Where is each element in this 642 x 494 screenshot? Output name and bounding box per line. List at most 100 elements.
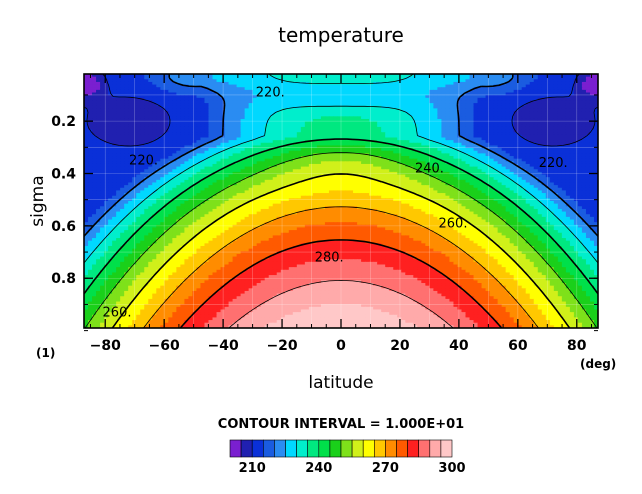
shading-cell: [188, 89, 194, 94]
shading-cell: [433, 81, 438, 86]
shading-cell: [401, 163, 406, 168]
shading-cell: [204, 84, 210, 88]
shading-cell: [300, 166, 306, 170]
shading-cell: [136, 171, 141, 176]
shading-cell: [425, 100, 430, 104]
shading-cell: [164, 105, 169, 109]
shading-cell: [453, 103, 459, 107]
shading-cell: [389, 113, 394, 117]
shading-cell: [361, 105, 366, 109]
shading-cell: [541, 100, 547, 104]
shading-cell: [156, 74, 161, 78]
shading-cell: [148, 87, 153, 91]
shading-cell: [465, 163, 471, 168]
shading-cell: [393, 113, 398, 117]
shading-cell: [345, 105, 350, 109]
shading-cell: [156, 145, 161, 149]
shading-cell: [116, 148, 121, 152]
shading-cell: [349, 156, 354, 160]
shading-cell: [144, 111, 149, 115]
shading-cell: [328, 111, 334, 115]
shading-cell: [272, 145, 278, 149]
shading-cell: [160, 118, 165, 123]
shading-cell: [533, 111, 539, 115]
shading-cell: [240, 129, 246, 133]
shading-cell: [180, 100, 185, 104]
shading-cell: [276, 76, 282, 80]
shading-cell: [308, 121, 314, 125]
shading-cell: [373, 156, 378, 160]
shading-cell: [577, 156, 583, 160]
shading-cell: [417, 156, 422, 160]
shading-cell: [573, 118, 579, 123]
shading-cell: [296, 74, 302, 78]
shading-cell: [513, 108, 519, 112]
shading-cell: [192, 116, 198, 120]
shading-cell: [341, 97, 346, 102]
shading-cell: [477, 108, 483, 112]
shading-cell: [581, 87, 587, 91]
shading-cell: [341, 76, 346, 80]
shading-cell: [216, 161, 222, 165]
shading-cell: [272, 87, 278, 91]
shading-cell: [260, 156, 266, 160]
shading-cell: [549, 116, 555, 120]
shading-cell: [172, 156, 177, 160]
shading-cell: [332, 105, 338, 109]
shading-cell: [292, 95, 298, 99]
shading-cell: [260, 142, 266, 147]
shading-cell: [156, 97, 161, 102]
shading-cell: [240, 116, 246, 120]
shading-cell: [280, 100, 286, 104]
shading-cell: [316, 97, 322, 102]
shading-cell: [264, 153, 270, 157]
shading-cell: [140, 145, 145, 149]
shading-cell: [240, 145, 246, 149]
shading-cell: [92, 81, 97, 86]
shading-cell: [172, 116, 177, 120]
shading-cell: [316, 95, 322, 99]
shading-cell: [156, 174, 161, 178]
shading-cell: [104, 89, 109, 94]
shading-cell: [120, 140, 125, 144]
shading-cell: [104, 81, 109, 86]
shading-cell: [513, 145, 519, 149]
shading-cell: [276, 158, 282, 162]
shading-cell: [377, 74, 382, 78]
shading-cell: [489, 169, 495, 173]
shading-cell: [228, 103, 234, 107]
shading-cell: [320, 89, 326, 94]
shading-cell: [529, 79, 535, 83]
shading-cell: [429, 95, 434, 99]
shading-cell: [204, 132, 210, 136]
shading-cell: [232, 89, 238, 94]
shading-cell: [517, 153, 523, 157]
shading-cell: [401, 103, 406, 107]
shading-cell: [549, 97, 555, 102]
shading-cell: [276, 161, 282, 165]
shading-cell: [469, 95, 475, 99]
shading-cell: [148, 161, 153, 165]
shading-cell: [272, 121, 278, 125]
shading-cell: [324, 132, 330, 136]
shading-cell: [208, 156, 214, 160]
shading-cell: [517, 121, 523, 125]
shading-cell: [216, 137, 222, 141]
shading-cell: [521, 148, 527, 152]
shading-cell: [176, 174, 181, 178]
shading-cell: [341, 174, 346, 178]
shading-cell: [521, 153, 527, 157]
shading-cell: [437, 103, 442, 107]
shading-cell: [433, 84, 438, 88]
shading-cell: [441, 174, 447, 178]
shading-cell: [465, 81, 471, 86]
shading-cell: [413, 121, 418, 125]
shading-cell: [489, 121, 495, 125]
shading-cell: [228, 92, 234, 96]
shading-cell: [377, 79, 382, 83]
shading-cell: [92, 95, 97, 99]
shading-cell: [156, 92, 161, 96]
shading-cell: [445, 84, 451, 88]
shading-cell: [517, 95, 523, 99]
shading-cell: [537, 163, 543, 168]
